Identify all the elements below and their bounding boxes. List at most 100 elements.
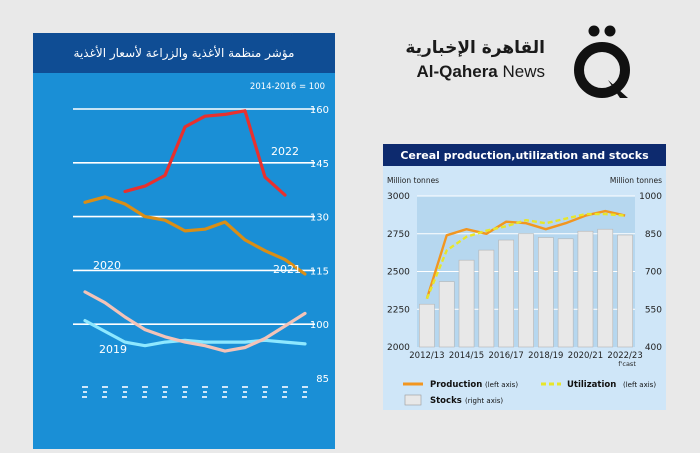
cereal-production-chart: Cereal production,utilization and stocks…	[383, 144, 666, 410]
series-line-2019	[83, 319, 307, 348]
series-line-production	[425, 209, 626, 300]
x-tick-mark	[142, 396, 147, 398]
chart-title: Cereal production,utilization and stocks	[383, 144, 666, 166]
x-tick-mark	[242, 386, 248, 388]
series-label-2020: 2020	[93, 259, 121, 272]
y-tick-label: 100	[310, 320, 329, 331]
x-tick-label: 2018/19	[528, 351, 563, 361]
x-tick-mark	[122, 386, 128, 388]
left-y-tick-label: 2000	[387, 343, 410, 353]
index-base-note: 2014-2016 = 100	[250, 82, 325, 92]
legend-note-stocks: (right axis)	[465, 397, 503, 405]
brand-name-english: Al-Qahera News	[417, 62, 545, 82]
legend-label-production: Production	[430, 380, 482, 390]
x-tick-mark	[142, 386, 148, 388]
brand-name-english-bold: Al-Qahera	[416, 62, 498, 81]
series-label-2019: 2019	[99, 343, 127, 356]
right-axis-unit: Million tonnes	[610, 176, 662, 185]
x-tick-mark	[163, 391, 167, 393]
x-tick-mark	[82, 396, 87, 398]
right-y-tick-label: 550	[645, 305, 662, 315]
series-line-utilization	[425, 212, 626, 300]
x-tick-label: 2016/17	[489, 351, 524, 361]
stocks-bar	[498, 239, 515, 348]
brand-name-arabic: القاهرة الإخبارية	[405, 38, 545, 58]
x-tick-label: 2020/21	[568, 351, 603, 361]
stocks-bar	[438, 281, 455, 348]
legend-note-production: (left axis)	[485, 381, 518, 389]
y-tick-label: 160	[310, 105, 329, 116]
x-tick-mark	[122, 396, 127, 398]
x-tick-mark	[242, 396, 247, 398]
al-qahera-news-logo: القاهرة الإخبارية Al-Qahera News	[380, 18, 680, 108]
series-line-2020	[83, 290, 307, 353]
x-tick-mark	[102, 396, 107, 398]
x-tick-mark	[302, 386, 308, 388]
legend-label-stocks: Stocks	[430, 396, 462, 406]
x-tick-mark	[183, 391, 187, 393]
fao-food-price-index-chart: مؤشر منظمة الأغذية والزراعة لأسعار الأغذ…	[33, 33, 335, 449]
y-tick-label: 85	[316, 374, 329, 385]
series-line-2022	[123, 109, 287, 197]
right-y-tick-label: 850	[645, 230, 662, 240]
x-tick-mark	[282, 386, 288, 388]
chart-title: مؤشر منظمة الأغذية والزراعة لأسعار الأغذ…	[33, 33, 335, 73]
right-y-tick-label: 1000	[639, 192, 662, 202]
x-tick-mark	[182, 386, 188, 388]
x-tick-mark	[223, 391, 227, 393]
left-axis-unit: Million tonnes	[387, 176, 439, 185]
stocks-bar	[458, 259, 475, 348]
legend-label-utilization: Utilization	[567, 380, 616, 390]
right-y-tick-label: 700	[645, 268, 662, 278]
x-tick-mark	[283, 391, 287, 393]
x-tick-label: 2012/13	[409, 351, 444, 361]
y-tick-label: 130	[310, 213, 329, 224]
stocks-bar	[518, 233, 534, 348]
series-label-2022: 2022	[271, 145, 299, 158]
left-y-tick-label: 2250	[387, 305, 410, 315]
x-tick-mark	[262, 386, 268, 388]
stocks-bar	[419, 303, 435, 348]
x-tick-mark	[222, 396, 227, 398]
x-tick-mark	[162, 396, 167, 398]
stocks-bar	[617, 234, 633, 348]
x-tick-mark	[203, 391, 207, 393]
x-tick-mark	[82, 386, 88, 388]
x-tick-label: 2014/15	[449, 351, 484, 361]
x-tick-mark	[262, 396, 267, 398]
x-tick-mark	[302, 396, 307, 398]
x-tick-mark	[202, 386, 208, 388]
y-tick-label: 115	[310, 266, 329, 277]
brand-mark-icon	[574, 25, 630, 98]
x-tick-mark	[102, 386, 108, 388]
left-y-tick-label: 2750	[387, 230, 410, 240]
cereal-chart-plot: Million tonnes Million tonnes 2000 2250 2500…	[387, 176, 662, 406]
stocks-bar	[597, 228, 614, 348]
left-y-tick-label: 3000	[387, 192, 410, 202]
series-label-2021: 2021	[273, 263, 301, 276]
legend-note-utilization: (left axis)	[623, 381, 656, 389]
x-tick-mark	[243, 391, 247, 393]
stocks-bar	[537, 237, 554, 348]
x-tick-mark	[222, 386, 228, 388]
x-tick-mark	[143, 391, 147, 393]
legend-swatch-stocks	[404, 394, 422, 406]
series-line-2021	[83, 195, 307, 276]
x-tick-mark	[103, 391, 107, 393]
x-tick-mark	[303, 391, 307, 393]
x-tick-label: 2022/23	[607, 351, 642, 361]
stocks-bar	[577, 230, 594, 348]
x-tick-mark	[83, 391, 87, 393]
x-tick-note: f'cast	[618, 360, 636, 368]
stocks-bar	[557, 238, 574, 348]
right-y-tick-label: 400	[645, 343, 662, 353]
x-tick-mark	[263, 391, 267, 393]
stocks-bar	[478, 249, 495, 348]
x-tick-mark	[202, 396, 207, 398]
fao-chart-plot: 2014-2016 = 100 85 100 115 130 145 160 2019 2020…	[73, 82, 329, 398]
x-tick-mark	[282, 396, 287, 398]
x-tick-mark	[162, 386, 168, 388]
x-tick-mark	[123, 391, 127, 393]
brand-name-english-rest: News	[497, 62, 545, 81]
x-tick-mark	[182, 396, 187, 398]
